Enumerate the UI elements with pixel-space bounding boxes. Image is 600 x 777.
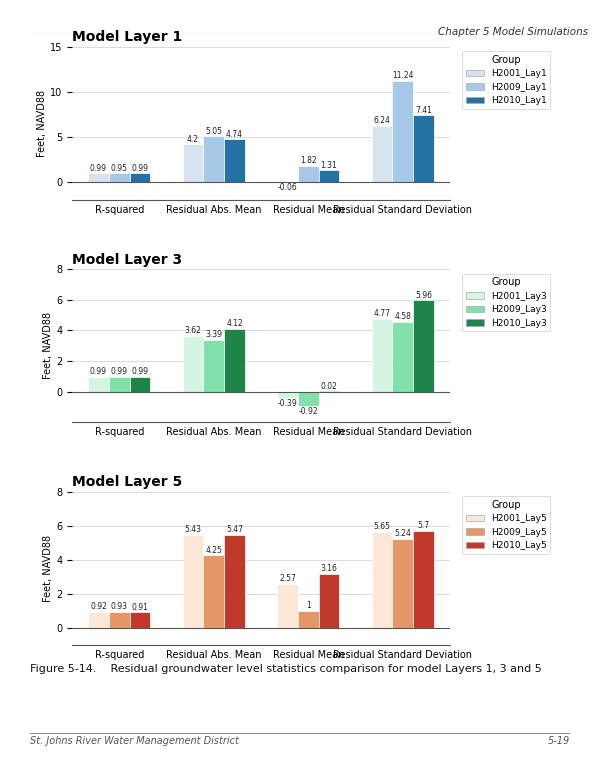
Bar [203,556,224,628]
Bar [277,584,298,628]
Text: 1.82: 1.82 [300,156,317,165]
Text: -0.92: -0.92 [298,406,318,416]
Bar [319,170,340,182]
Text: 0.99: 0.99 [90,164,107,172]
Text: 0.92: 0.92 [90,602,107,611]
Text: 0.99: 0.99 [90,367,107,376]
Y-axis label: Feet, NAVD88: Feet, NAVD88 [43,535,53,601]
Text: 0.99: 0.99 [131,367,149,376]
Legend: H2001_Lay5, H2009_Lay5, H2010_Lay5: H2001_Lay5, H2009_Lay5, H2010_Lay5 [462,496,550,554]
Bar [130,173,151,182]
Text: 5.43: 5.43 [184,525,202,535]
Bar [298,392,319,406]
Y-axis label: Feet, NAVD88: Feet, NAVD88 [37,90,47,157]
Text: Model Layer 5: Model Layer 5 [72,475,182,489]
Text: 0.95: 0.95 [111,164,128,173]
Text: St. Johns River Water Management District: St. Johns River Water Management Distric… [30,736,239,746]
Bar [88,612,109,628]
Text: 5.7: 5.7 [418,521,430,530]
Text: 4.2: 4.2 [187,134,199,144]
Bar [371,319,392,392]
Bar [392,322,413,392]
Legend: H2001_Lay1, H2009_Lay1, H2010_Lay1: H2001_Lay1, H2009_Lay1, H2010_Lay1 [462,51,550,109]
Text: 1.31: 1.31 [320,161,337,169]
Text: 6.24: 6.24 [374,117,391,125]
Bar [109,612,130,628]
Text: 5.24: 5.24 [394,528,411,538]
Text: Model Layer 1: Model Layer 1 [72,30,182,44]
Bar [182,535,203,628]
Text: Figure 5-14.    Residual groundwater level statistics comparison for model Layer: Figure 5-14. Residual groundwater level … [30,664,542,674]
Bar [88,377,109,392]
Bar [298,611,319,628]
Text: 11.24: 11.24 [392,71,413,80]
Text: 0.93: 0.93 [111,602,128,611]
Bar [224,535,245,628]
Bar [371,126,392,182]
Text: 5.65: 5.65 [373,521,391,531]
Bar [371,531,392,628]
Bar [319,574,340,628]
Text: 5.96: 5.96 [415,291,432,300]
Text: Model Layer 3: Model Layer 3 [72,253,182,267]
Bar [413,531,434,628]
Text: -0.39: -0.39 [278,399,298,408]
Y-axis label: Feet, NAVD88: Feet, NAVD88 [43,312,53,379]
Bar [224,329,245,392]
Bar [88,173,109,182]
Text: 4.77: 4.77 [373,308,391,318]
Bar [392,538,413,628]
Bar [130,612,151,628]
Text: Chapter 5 Model Simulations: Chapter 5 Model Simulations [438,27,588,37]
Text: 7.41: 7.41 [415,106,432,115]
Legend: H2001_Lay3, H2009_Lay3, H2010_Lay3: H2001_Lay3, H2009_Lay3, H2010_Lay3 [462,274,550,331]
Text: 0.99: 0.99 [111,367,128,376]
Bar [224,139,245,182]
Text: 1: 1 [306,601,311,610]
Text: 4.74: 4.74 [226,130,243,139]
Bar [130,377,151,392]
Text: -0.06: -0.06 [278,183,298,192]
Text: 5-19: 5-19 [548,736,570,746]
Text: 5.05: 5.05 [205,127,222,136]
Bar [203,137,224,182]
Bar [413,115,434,182]
Text: 4.58: 4.58 [394,312,411,321]
Text: 0.02: 0.02 [320,382,337,391]
Text: 2.57: 2.57 [279,574,296,584]
Bar [182,336,203,392]
Bar [413,301,434,392]
Bar [392,81,413,182]
Text: 0.99: 0.99 [131,164,149,172]
Text: 3.62: 3.62 [185,326,202,336]
Text: 3.16: 3.16 [320,564,337,573]
Bar [277,392,298,398]
Text: 4.12: 4.12 [226,319,243,328]
Text: 5.47: 5.47 [226,524,243,534]
Bar [109,173,130,182]
Bar [298,166,319,182]
Text: 0.91: 0.91 [131,602,148,611]
Bar [109,377,130,392]
Text: 3.39: 3.39 [205,330,222,339]
Bar [203,340,224,392]
Text: 4.25: 4.25 [205,545,222,555]
Bar [182,144,203,182]
